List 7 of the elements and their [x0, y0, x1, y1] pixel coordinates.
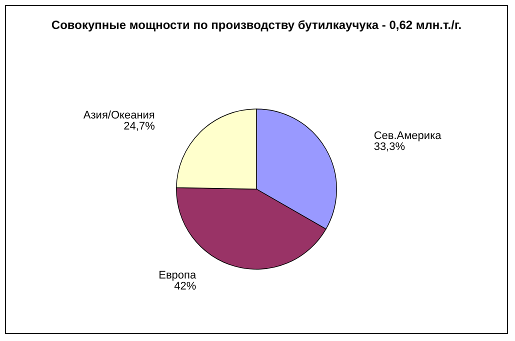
slice-label: Азия/Океания	[83, 110, 155, 122]
data-label: 42%	[174, 280, 196, 292]
slice-label: Европа	[158, 269, 197, 282]
data-label: 33,3%	[374, 140, 406, 153]
data-label: 24,7%	[124, 120, 156, 133]
chart-title: Совокупные мощности по производству бутилкаучука - 0,62 млн.т./г.	[51, 18, 462, 32]
slice-label: Сев.Америка	[374, 130, 442, 142]
